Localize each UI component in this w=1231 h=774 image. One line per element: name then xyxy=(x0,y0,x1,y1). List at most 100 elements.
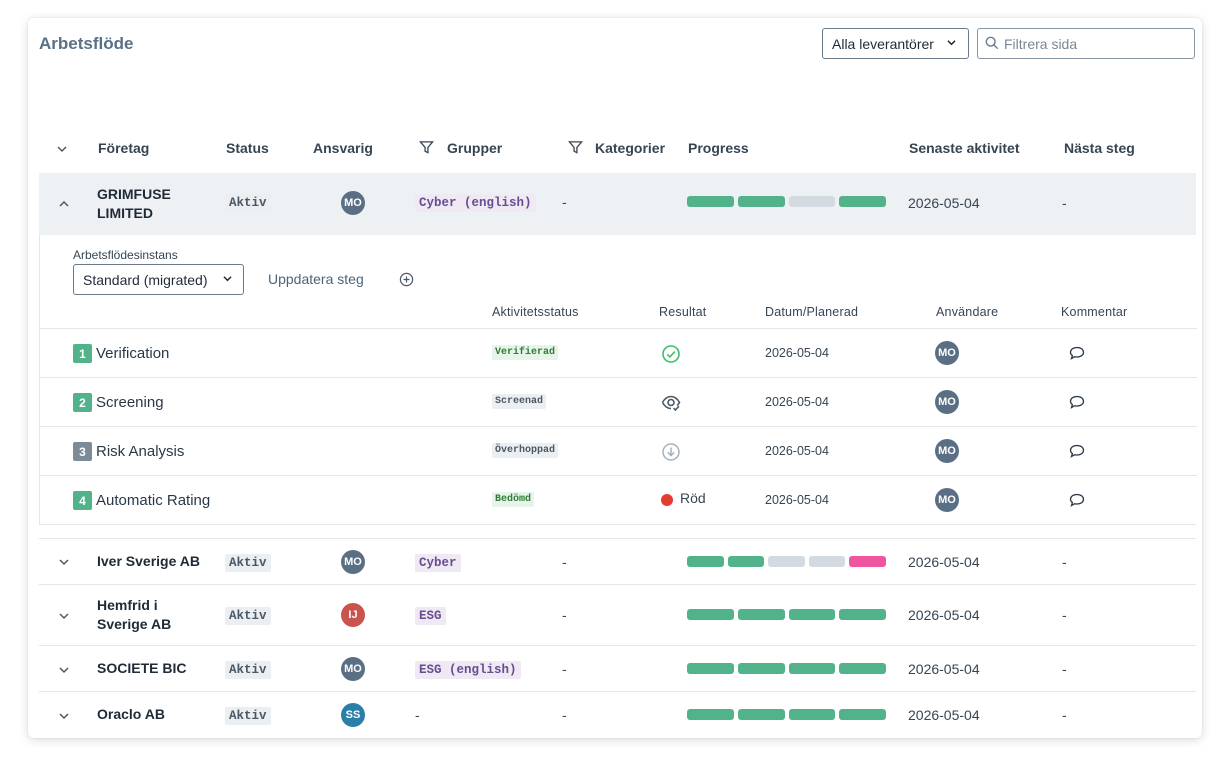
activity-status-badge: Screenad xyxy=(492,394,547,409)
step-date: 2026-05-04 xyxy=(765,493,829,507)
chevron-down-icon xyxy=(947,40,956,46)
table-row[interactable]: Hemfrid i Sverige AB Aktiv IJ ESG - 2026… xyxy=(39,585,1196,646)
column-header-next-step[interactable]: Nästa steg xyxy=(1064,140,1135,156)
progress-segment-done xyxy=(788,663,836,674)
step-number: 1 xyxy=(73,344,92,363)
column-header-owner[interactable]: Ansvarig xyxy=(313,140,373,156)
table-row[interactable]: Oraclo AB Aktiv SS - - 2026-05-04 - xyxy=(39,692,1196,738)
comment-icon[interactable] xyxy=(1069,444,1085,458)
column-header-last-activity[interactable]: Senaste aktivitet xyxy=(909,140,1020,156)
progress-segment-done xyxy=(687,663,734,674)
progress-segment-alert xyxy=(849,556,886,567)
company-name[interactable]: Hemfrid i Sverige AB xyxy=(97,597,172,632)
progress-segment-done xyxy=(687,196,734,207)
progress-segment-done xyxy=(788,609,836,620)
last-activity-date: 2026-05-04 xyxy=(908,195,980,211)
table-row[interactable]: SOCIETE BIC Aktiv MO ESG (english) - 202… xyxy=(39,646,1196,692)
company-name[interactable]: Iver Sverige AB xyxy=(97,553,200,569)
expand-all-chevron-icon[interactable] xyxy=(56,143,68,155)
company-name[interactable]: GRIMFUSE LIMITED xyxy=(97,186,171,221)
result-text: Röd xyxy=(680,490,706,506)
column-header-categories[interactable]: Kategorier xyxy=(595,140,666,156)
table-row-expanded[interactable]: GRIMFUSE LIMITED Aktiv MO Cyber (english… xyxy=(39,173,1196,235)
activity-status-badge: Bedömd xyxy=(492,492,535,507)
categories-value: - xyxy=(562,554,567,570)
status-badge: Aktiv xyxy=(225,194,271,212)
chevron-down-icon[interactable] xyxy=(58,556,70,568)
step-date: 2026-05-04 xyxy=(765,395,829,409)
progress-segment-done xyxy=(687,609,734,620)
progress-bar xyxy=(687,556,886,567)
step-name[interactable]: Screening xyxy=(96,394,164,411)
step-name[interactable]: Automatic Rating xyxy=(96,492,211,509)
column-header-groups[interactable]: Grupper xyxy=(447,140,503,156)
chevron-down-icon[interactable] xyxy=(58,664,70,676)
avatar: MO xyxy=(935,439,959,463)
step-date: 2026-05-04 xyxy=(765,346,829,360)
progress-segment-done xyxy=(737,609,785,620)
workflow-card: Arbetsflöde Alla leverantörer Företag St… xyxy=(28,18,1202,738)
step-date: 2026-05-04 xyxy=(765,444,829,458)
next-step-value: - xyxy=(1062,195,1067,211)
progress-segment-done xyxy=(839,609,886,620)
workflow-step[interactable]: 4 Automatic Rating Bedömd Röd 2026-05-04… xyxy=(40,475,1197,524)
chevron-down-icon[interactable] xyxy=(58,610,70,622)
instance-label: Arbetsflödesinstans xyxy=(73,248,178,262)
group-badge: ESG xyxy=(415,607,446,625)
avatar: SS xyxy=(341,703,365,727)
search-box[interactable] xyxy=(977,28,1195,59)
company-name[interactable]: Oraclo AB xyxy=(97,706,165,722)
column-header-progress[interactable]: Progress xyxy=(688,140,749,156)
next-step-value: - xyxy=(1062,554,1067,570)
search-input[interactable] xyxy=(1004,35,1184,52)
comment-icon[interactable] xyxy=(1069,346,1085,360)
progress-segment-pending xyxy=(808,556,846,567)
avatar: MO xyxy=(935,488,959,512)
instance-select[interactable]: Standard (migrated) xyxy=(73,264,244,295)
group-badge: Cyber (english) xyxy=(415,194,536,212)
next-step-value: - xyxy=(1062,707,1067,723)
update-steps-link[interactable]: Uppdatera steg xyxy=(268,271,364,287)
vendor-filter-select[interactable]: Alla leverantörer xyxy=(822,28,969,59)
table-row[interactable]: Iver Sverige AB Aktiv MO Cyber - 2026-05… xyxy=(39,539,1196,585)
group-badge: Cyber xyxy=(415,554,461,572)
progress-bar xyxy=(687,663,886,674)
company-name[interactable]: SOCIETE BIC xyxy=(97,660,187,676)
step-number: 3 xyxy=(73,442,92,461)
step-number: 2 xyxy=(73,393,92,412)
search-icon xyxy=(985,36,999,50)
detail-header-comment: Kommentar xyxy=(1061,305,1128,319)
column-header-status[interactable]: Status xyxy=(226,140,269,156)
activity-status-badge: Verifierad xyxy=(492,345,559,360)
workflow-step[interactable]: 1 Verification Verifierad 2026-05-04 MO xyxy=(40,328,1197,377)
divider xyxy=(39,538,1196,539)
workflow-step[interactable]: 2 Screening Screenad 2026-05-04 MO xyxy=(40,377,1197,426)
detail-header-user: Användare xyxy=(936,305,999,319)
detail-header-activity-status: Aktivitetsstatus xyxy=(492,305,579,319)
comment-icon[interactable] xyxy=(1069,395,1085,409)
progress-bar xyxy=(687,709,886,720)
progress-segment-done xyxy=(687,556,724,567)
avatar: MO xyxy=(935,341,959,365)
last-activity-date: 2026-05-04 xyxy=(908,554,980,570)
categories-value: - xyxy=(562,194,567,210)
progress-bar xyxy=(687,609,886,620)
categories-value: - xyxy=(562,661,567,677)
filter-icon[interactable] xyxy=(568,140,583,155)
last-activity-date: 2026-05-04 xyxy=(908,661,980,677)
column-header-company[interactable]: Företag xyxy=(98,140,150,156)
page-title: Arbetsflöde xyxy=(39,34,134,53)
chevron-up-icon[interactable] xyxy=(58,198,70,210)
avatar: MO xyxy=(341,191,365,215)
check-circle-icon xyxy=(662,345,680,363)
add-circle-icon[interactable] xyxy=(399,272,414,287)
step-name[interactable]: Risk Analysis xyxy=(96,443,185,460)
chevron-down-icon[interactable] xyxy=(58,710,70,722)
filter-icon[interactable] xyxy=(419,140,434,155)
workflow-step[interactable]: 3 Risk Analysis Överhoppad 2026-05-04 MO xyxy=(40,426,1197,475)
status-badge: Aktiv xyxy=(225,607,271,625)
step-name[interactable]: Verification xyxy=(96,345,170,362)
progress-segment-pending xyxy=(788,196,836,207)
comment-icon[interactable] xyxy=(1069,493,1085,507)
red-status-dot-icon xyxy=(661,494,673,506)
